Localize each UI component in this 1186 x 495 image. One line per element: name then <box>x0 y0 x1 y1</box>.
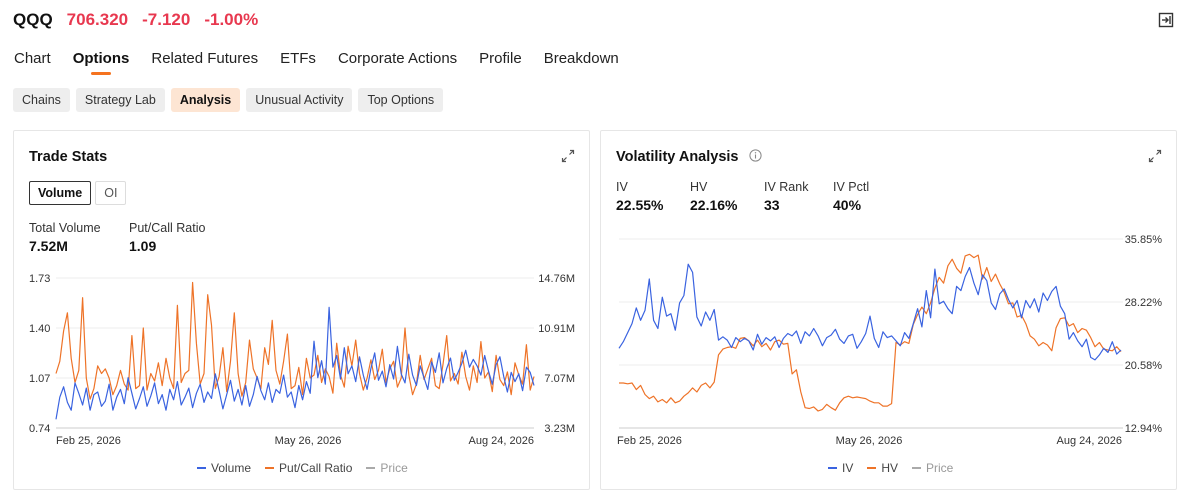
x-tick-label: May 26, 2026 <box>275 435 342 447</box>
put-call-ratio-line <box>55 281 535 400</box>
y-right-tick-label: 28.22% <box>1125 297 1163 309</box>
y-left-tick-label: 1.07 <box>29 373 50 385</box>
last-price: 706.320 <box>66 10 129 29</box>
y-right-tick-label: 10.91M <box>538 323 575 335</box>
y-right-tick-label: 20.58% <box>1125 360 1163 372</box>
info-icon[interactable] <box>748 149 762 162</box>
y-left-tick-label: 1.40 <box>29 323 50 335</box>
legend-label: Put/Call Ratio <box>279 461 353 475</box>
stat-value: 33 <box>764 197 780 213</box>
stat-iv-rank: IV Rank 33 <box>764 180 808 213</box>
stat-value: 7.52M <box>29 238 68 254</box>
trade-stats-legend: Volume Put/Call Ratio Price <box>197 461 408 475</box>
volatility-chart[interactable]: 35.85% 28.22% 20.58% 12.94% Feb 25, 2026 May … <box>601 131 1178 461</box>
legend-price[interactable]: Price <box>366 461 408 475</box>
trade-stats-chart[interactable]: 1.73 14.76M 1.40 10.91M 1.07 7.07M 0.74 3.23M Fe… <box>14 131 591 461</box>
x-tick-label: Feb 25, 2026 <box>617 435 682 447</box>
stat-iv-pctl: IV Pctl 40% <box>833 180 869 213</box>
subtab-unusual-activity[interactable]: Unusual Activity <box>246 88 353 112</box>
exit-icon[interactable] <box>1158 12 1174 28</box>
volatility-legend: IV HV Price <box>828 461 953 475</box>
legend-label: Volume <box>211 461 252 475</box>
tab-chart[interactable]: Chart <box>14 50 51 67</box>
toggle-volume[interactable]: Volume <box>29 181 92 205</box>
panel-title: Volatility Analysis <box>616 149 762 165</box>
stat-value: 40% <box>833 197 862 213</box>
stat-total-volume: Total Volume 7.52M <box>29 221 101 254</box>
price-change: -7.120 <box>142 10 191 29</box>
legend-label: Price <box>926 461 954 475</box>
iv-line <box>618 263 1122 361</box>
stat-label: HV <box>690 180 708 194</box>
stat-label: IV <box>616 180 628 194</box>
x-tick-label: Feb 25, 2026 <box>56 435 121 447</box>
expand-icon[interactable] <box>561 149 575 163</box>
legend-label: Price <box>380 461 408 475</box>
y-right-tick-label: 12.94% <box>1125 423 1163 435</box>
stat-iv: IV 22.55% <box>616 180 663 213</box>
tab-profile[interactable]: Profile <box>479 50 522 67</box>
volume-oi-toggle: Volume OI <box>29 181 127 205</box>
x-tick-label: May 26, 2026 <box>836 435 903 447</box>
y-right-tick-label: 3.23M <box>544 423 575 435</box>
x-tick-label: Aug 24, 2026 <box>1057 435 1122 447</box>
tab-related-futures[interactable]: Related Futures <box>151 50 259 67</box>
stat-put-call-ratio: Put/Call Ratio 1.09 <box>129 221 205 254</box>
legend-hv[interactable]: HV <box>867 461 898 475</box>
options-subtabs: Chains Strategy Lab Analysis Unusual Act… <box>13 88 444 112</box>
legend-volume[interactable]: Volume <box>197 461 251 475</box>
stat-label: IV Pctl <box>833 180 870 194</box>
tab-breakdown[interactable]: Breakdown <box>543 50 619 67</box>
legend-put-call[interactable]: Put/Call Ratio <box>265 461 352 475</box>
panel-title-text: Volatility Analysis <box>616 149 739 165</box>
ticker-symbol: QQQ <box>13 10 53 29</box>
stat-value: 22.55% <box>616 197 664 213</box>
expand-icon[interactable] <box>1148 149 1162 163</box>
main-tabs: Chart Options Related Futures ETFs Corpo… <box>14 50 619 75</box>
legend-price[interactable]: Price <box>912 461 953 475</box>
stat-label: Total Volume <box>29 221 101 235</box>
subtab-chains[interactable]: Chains <box>13 88 70 112</box>
volume-line <box>55 306 535 420</box>
toggle-oi[interactable]: OI <box>95 181 127 205</box>
legend-label: HV <box>881 461 899 475</box>
x-tick-label: Aug 24, 2026 <box>469 435 534 447</box>
y-left-tick-label: 0.74 <box>29 423 50 435</box>
tab-options[interactable]: Options <box>73 50 130 75</box>
y-right-tick-label: 14.76M <box>538 273 575 285</box>
trade-stats-panel: Trade Stats Volume OI Total Volume 7.52M… <box>13 130 590 490</box>
legend-label: IV <box>842 461 854 475</box>
subtab-strategy-lab[interactable]: Strategy Lab <box>75 88 165 112</box>
quote-header: QQQ 706.320 -7.120 -1.00% <box>13 10 258 34</box>
legend-iv[interactable]: IV <box>828 461 853 475</box>
y-right-tick-label: 35.85% <box>1125 234 1163 246</box>
price-change-pct: -1.00% <box>204 10 259 29</box>
tab-etfs[interactable]: ETFs <box>280 50 316 67</box>
tab-corporate-actions[interactable]: Corporate Actions <box>337 50 458 67</box>
panel-title: Trade Stats <box>29 149 108 165</box>
subtab-top-options[interactable]: Top Options <box>358 88 444 112</box>
subtab-analysis[interactable]: Analysis <box>170 88 241 112</box>
y-left-tick-label: 1.73 <box>29 273 50 285</box>
volatility-panel: Volatility Analysis IV 22.55% HV 22.16% … <box>600 130 1177 490</box>
stat-value: 22.16% <box>690 197 738 213</box>
stat-label: IV Rank <box>764 180 809 194</box>
stat-value: 1.09 <box>129 238 157 254</box>
hv-line <box>619 253 1122 412</box>
stat-label: Put/Call Ratio <box>129 221 206 235</box>
y-right-tick-label: 7.07M <box>544 373 575 385</box>
stat-hv: HV 22.16% <box>690 180 737 213</box>
